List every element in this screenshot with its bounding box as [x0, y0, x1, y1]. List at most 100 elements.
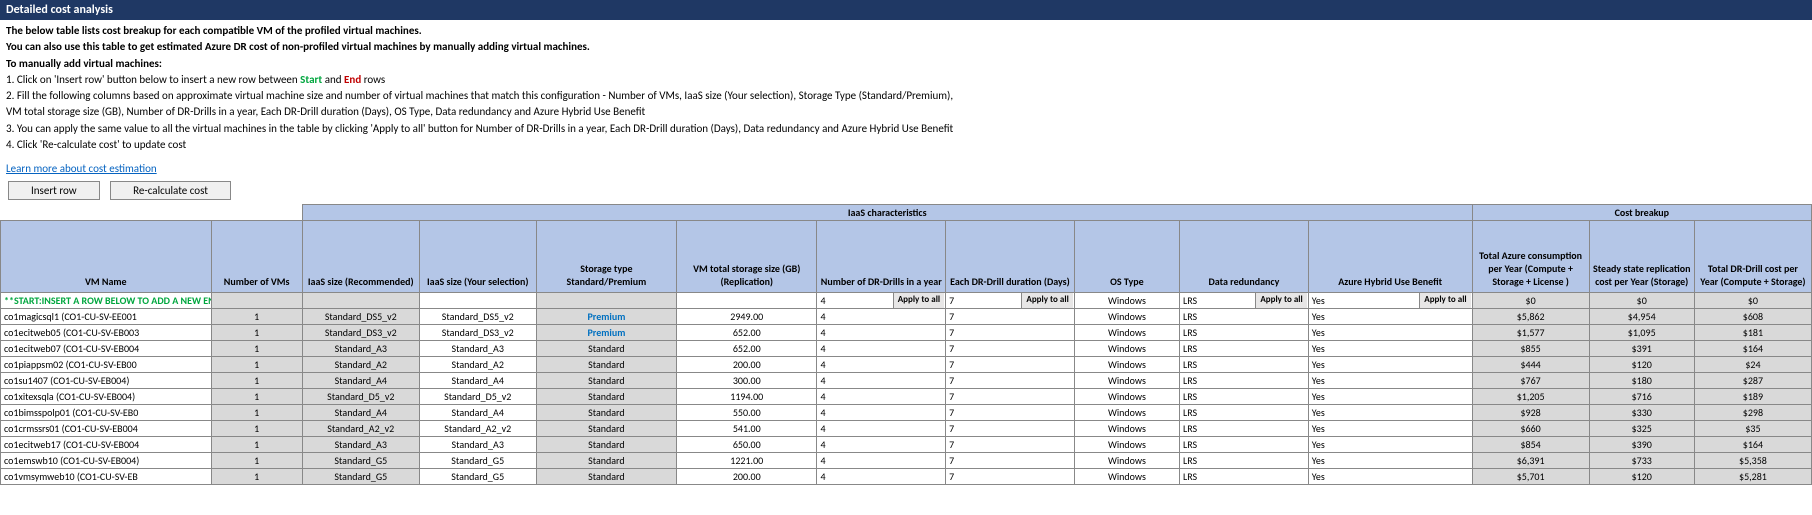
dr-num[interactable]: 4 — [817, 357, 946, 373]
dr-num[interactable]: 4 — [817, 421, 946, 437]
redund[interactable]: LRS — [1180, 437, 1309, 453]
apply-all-dur[interactable]: Apply to all — [1021, 293, 1072, 308]
steady: $1,095 — [1589, 325, 1694, 341]
dr-dur[interactable]: 7 — [946, 341, 1075, 357]
hybrid[interactable]: Yes — [1308, 325, 1472, 341]
hybrid[interactable]: Yes — [1308, 309, 1472, 325]
os-default[interactable]: Windows — [1074, 293, 1179, 309]
dr-dur[interactable]: 7 — [946, 373, 1075, 389]
dr-dur[interactable]: 7 — [946, 325, 1075, 341]
hybrid[interactable]: Yes — [1308, 469, 1472, 485]
size-sel[interactable]: Standard_DS3_v2 — [419, 325, 536, 341]
hybrid[interactable]: Yes — [1308, 373, 1472, 389]
cell[interactable] — [677, 293, 817, 309]
storage-size[interactable]: 541.00 — [677, 421, 817, 437]
dr-num[interactable]: 4 — [817, 309, 946, 325]
hybrid[interactable]: Yes — [1308, 453, 1472, 469]
dr-num[interactable]: 4 — [817, 453, 946, 469]
size-sel[interactable]: Standard_A2_v2 — [419, 421, 536, 437]
apply-all-hyb[interactable]: Apply to all — [1419, 293, 1470, 308]
dr-num[interactable]: 4 — [817, 405, 946, 421]
size-sel[interactable]: Standard_A3 — [419, 437, 536, 453]
redund[interactable]: LRS — [1180, 453, 1309, 469]
os[interactable]: Windows — [1074, 469, 1179, 485]
col-hybrid: Azure Hybrid Use Benefit — [1308, 221, 1472, 293]
redund[interactable]: LRS — [1180, 469, 1309, 485]
num-vms: 1 — [211, 341, 302, 357]
os[interactable]: Windows — [1074, 341, 1179, 357]
redund[interactable]: LRS — [1180, 309, 1309, 325]
os[interactable]: Windows — [1074, 389, 1179, 405]
hybrid[interactable]: Yes — [1308, 357, 1472, 373]
os[interactable]: Windows — [1074, 357, 1179, 373]
hybrid[interactable]: Yes — [1308, 389, 1472, 405]
os[interactable]: Windows — [1074, 421, 1179, 437]
storage-size[interactable]: 650.00 — [677, 437, 817, 453]
size-sel[interactable]: Standard_A2 — [419, 357, 536, 373]
redund[interactable]: LRS — [1180, 373, 1309, 389]
dr-default[interactable]: 4Apply to all — [817, 293, 946, 309]
size-sel[interactable]: Standard_D5_v2 — [419, 389, 536, 405]
size-sel[interactable]: Standard_A4 — [419, 373, 536, 389]
dr-num[interactable]: 4 — [817, 469, 946, 485]
size-rec: Standard_G5 — [302, 453, 419, 469]
start-row: **START:INSERT A ROW BELOW TO ADD A NEW … — [1, 293, 1812, 309]
storage-size[interactable]: 200.00 — [677, 357, 817, 373]
dr-num[interactable]: 4 — [817, 389, 946, 405]
insert-row-button[interactable]: Insert row — [8, 181, 100, 200]
cell[interactable] — [419, 293, 536, 309]
recalculate-button[interactable]: Re-calculate cost — [110, 181, 231, 200]
redund[interactable]: LRS — [1180, 357, 1309, 373]
dr-dur[interactable]: 7 — [946, 309, 1075, 325]
size-sel[interactable]: Standard_G5 — [419, 453, 536, 469]
dr-dur[interactable]: 7 — [946, 437, 1075, 453]
hybrid[interactable]: Yes — [1308, 421, 1472, 437]
os[interactable]: Windows — [1074, 309, 1179, 325]
storage-size[interactable]: 200.00 — [677, 469, 817, 485]
redund[interactable]: LRS — [1180, 325, 1309, 341]
learn-more-link[interactable]: Learn more about cost estimation — [6, 162, 157, 175]
storage-size[interactable]: 300.00 — [677, 373, 817, 389]
size-sel[interactable]: Standard_A3 — [419, 341, 536, 357]
hybrid[interactable]: Yes — [1308, 341, 1472, 357]
storage-size[interactable]: 2949.00 — [677, 309, 817, 325]
hybrid[interactable]: Yes — [1308, 405, 1472, 421]
num-vms: 1 — [211, 357, 302, 373]
apply-all-red[interactable]: Apply to all — [1255, 293, 1306, 308]
storage-size[interactable]: 550.00 — [677, 405, 817, 421]
hyb-default[interactable]: YesApply to all — [1308, 293, 1472, 309]
dr-num[interactable]: 4 — [817, 325, 946, 341]
redund[interactable]: LRS — [1180, 341, 1309, 357]
apply-all-dr[interactable]: Apply to all — [893, 293, 944, 308]
tot-drill: $189 — [1694, 389, 1811, 405]
storage-size[interactable]: 652.00 — [677, 325, 817, 341]
os[interactable]: Windows — [1074, 437, 1179, 453]
redund[interactable]: LRS — [1180, 389, 1309, 405]
hybrid[interactable]: Yes — [1308, 437, 1472, 453]
redund[interactable]: LRS — [1180, 421, 1309, 437]
os[interactable]: Windows — [1074, 405, 1179, 421]
dr-dur[interactable]: 7 — [946, 405, 1075, 421]
size-sel[interactable]: Standard_A4 — [419, 405, 536, 421]
dr-dur[interactable]: 7 — [946, 389, 1075, 405]
num-vms: 1 — [211, 405, 302, 421]
dr-num[interactable]: 4 — [817, 341, 946, 357]
red-default[interactable]: LRSApply to all — [1180, 293, 1309, 309]
dr-dur[interactable]: 7 — [946, 453, 1075, 469]
os[interactable]: Windows — [1074, 453, 1179, 469]
dr-dur[interactable]: 7 — [946, 421, 1075, 437]
vm-name: co1xitexsqla (CO1-CU-SV-EB004) — [1, 389, 212, 405]
dur-default[interactable]: 7Apply to all — [946, 293, 1075, 309]
os[interactable]: Windows — [1074, 373, 1179, 389]
dr-dur[interactable]: 7 — [946, 469, 1075, 485]
size-sel[interactable]: Standard_G5 — [419, 469, 536, 485]
size-sel[interactable]: Standard_DS5_v2 — [419, 309, 536, 325]
dr-num[interactable]: 4 — [817, 437, 946, 453]
os[interactable]: Windows — [1074, 325, 1179, 341]
storage-size[interactable]: 1194.00 — [677, 389, 817, 405]
storage-size[interactable]: 1221.00 — [677, 453, 817, 469]
storage-size[interactable]: 652.00 — [677, 341, 817, 357]
dr-num[interactable]: 4 — [817, 373, 946, 389]
dr-dur[interactable]: 7 — [946, 357, 1075, 373]
redund[interactable]: LRS — [1180, 405, 1309, 421]
